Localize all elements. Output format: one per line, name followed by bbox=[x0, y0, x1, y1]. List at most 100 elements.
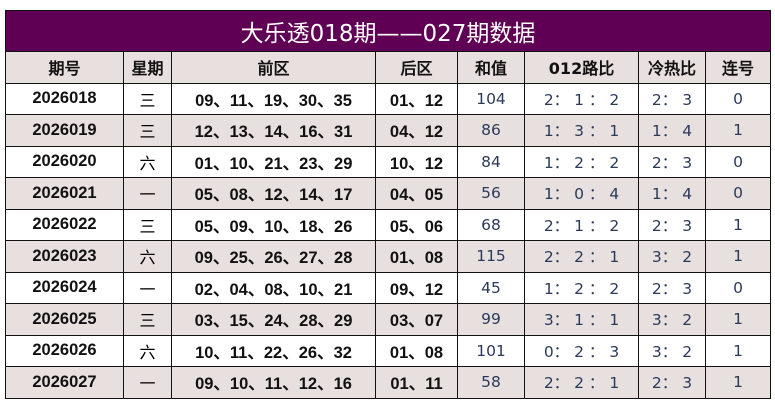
table-row: 2026024 一 02、04、08、10、21 09、12 45 1： 2 ： 2 2： … bbox=[5, 271, 772, 304]
cell-sum: 115 bbox=[457, 240, 525, 273]
cell-route-ratio: 2： 1 ： 2 bbox=[524, 82, 639, 115]
cell-issue: 2026023 bbox=[5, 240, 124, 273]
cell-issue: 2026019 bbox=[5, 114, 124, 147]
cell-route-ratio: 1： 0 ： 4 bbox=[524, 177, 639, 210]
cell-issue: 2026026 bbox=[5, 334, 124, 367]
cell-issue: 2026022 bbox=[5, 208, 124, 241]
cell-consecutive: 1 bbox=[704, 366, 772, 399]
cell-consecutive: 0 bbox=[704, 271, 772, 304]
cell-back-zone: 03、07 bbox=[375, 303, 458, 336]
cell-issue: 2026020 bbox=[5, 145, 124, 178]
cell-hot-cold-ratio: 2： 3 bbox=[638, 208, 706, 241]
table-row: 2026026 六 10、11、22、26、32 01、08 101 0： 2 ： 3 3：… bbox=[5, 334, 772, 367]
cell-back-zone: 01、08 bbox=[375, 240, 458, 273]
lottery-data-table-container: 大乐透018期——027期数据 期号 星期 前区 后区 和值 012路比 冷热比 连号 202… bbox=[4, 10, 772, 399]
cell-weekday: 三 bbox=[123, 208, 172, 241]
cell-weekday: 六 bbox=[123, 240, 172, 273]
cell-route-ratio: 2： 1 ： 2 bbox=[524, 208, 639, 241]
cell-hot-cold-ratio: 3： 2 bbox=[638, 334, 706, 367]
cell-sum: 45 bbox=[457, 271, 525, 304]
cell-hot-cold-ratio: 2： 3 bbox=[638, 366, 706, 399]
header-issue: 期号 bbox=[5, 51, 124, 84]
cell-weekday: 一 bbox=[123, 271, 172, 304]
cell-front-zone: 12、13、14、16、31 bbox=[171, 114, 376, 147]
cell-sum: 86 bbox=[457, 114, 525, 147]
cell-front-zone: 09、25、26、27、28 bbox=[171, 240, 376, 273]
cell-front-zone: 09、11、19、30、35 bbox=[171, 82, 376, 115]
header-weekday: 星期 bbox=[123, 51, 172, 84]
cell-front-zone: 05、09、10、18、26 bbox=[171, 208, 376, 241]
table-row: 2026018 三 09、11、19、30、35 01、12 104 2： 1 ： 2 2：… bbox=[5, 82, 772, 115]
header-front-zone: 前区 bbox=[171, 51, 376, 84]
cell-hot-cold-ratio: 1： 4 bbox=[638, 114, 706, 147]
cell-hot-cold-ratio: 3： 2 bbox=[638, 240, 706, 273]
cell-sum: 58 bbox=[457, 366, 525, 399]
cell-consecutive: 1 bbox=[704, 303, 772, 336]
cell-front-zone: 05、08、12、14、17 bbox=[171, 177, 376, 210]
cell-weekday: 六 bbox=[123, 334, 172, 367]
cell-issue: 2026025 bbox=[5, 303, 124, 336]
table-row: 2026020 六 01、10、21、23、29 10、12 84 1： 2 ： 2 2： … bbox=[5, 145, 772, 178]
cell-hot-cold-ratio: 2： 3 bbox=[638, 82, 706, 115]
cell-sum: 84 bbox=[457, 145, 525, 178]
cell-issue: 2026027 bbox=[5, 366, 124, 399]
cell-consecutive: 1 bbox=[704, 240, 772, 273]
cell-hot-cold-ratio: 3： 2 bbox=[638, 303, 706, 336]
header-sum: 和值 bbox=[457, 51, 525, 84]
cell-consecutive: 1 bbox=[704, 334, 772, 367]
cell-front-zone: 10、11、22、26、32 bbox=[171, 334, 376, 367]
cell-consecutive: 0 bbox=[704, 177, 772, 210]
cell-route-ratio: 1： 2 ： 2 bbox=[524, 145, 639, 178]
cell-back-zone: 10、12 bbox=[375, 145, 458, 178]
table-title: 大乐透018期——027期数据 bbox=[4, 10, 772, 52]
cell-hot-cold-ratio: 2： 3 bbox=[638, 271, 706, 304]
cell-consecutive: 0 bbox=[704, 145, 772, 178]
table-row: 2026027 一 09、10、11、12、16 01、11 58 2： 2 ： 1 2： … bbox=[5, 366, 772, 399]
cell-weekday: 三 bbox=[123, 114, 172, 147]
table-body: 2026018 三 09、11、19、30、35 01、12 104 2： 1 ： 2 2：… bbox=[5, 82, 772, 399]
cell-hot-cold-ratio: 1： 4 bbox=[638, 177, 706, 210]
cell-sum: 68 bbox=[457, 208, 525, 241]
cell-back-zone: 01、12 bbox=[375, 82, 458, 115]
cell-consecutive: 1 bbox=[704, 114, 772, 147]
cell-route-ratio: 0： 2 ： 3 bbox=[524, 334, 639, 367]
cell-back-zone: 05、06 bbox=[375, 208, 458, 241]
header-back-zone: 后区 bbox=[375, 51, 458, 84]
cell-consecutive: 0 bbox=[704, 82, 772, 115]
table-row: 2026019 三 12、13、14、16、31 04、12 86 1： 3 ： 1 1： … bbox=[5, 114, 772, 147]
cell-weekday: 一 bbox=[123, 366, 172, 399]
cell-front-zone: 03、15、24、28、29 bbox=[171, 303, 376, 336]
table-row: 2026022 三 05、09、10、18、26 05、06 68 2： 1 ： 2 2： … bbox=[5, 208, 772, 241]
lottery-data-table: 大乐透018期——027期数据 期号 星期 前区 后区 和值 012路比 冷热比 连号 202… bbox=[4, 10, 772, 399]
cell-back-zone: 01、11 bbox=[375, 366, 458, 399]
cell-sum: 104 bbox=[457, 82, 525, 115]
cell-issue: 2026021 bbox=[5, 177, 124, 210]
cell-sum: 101 bbox=[457, 334, 525, 367]
table-row: 2026023 六 09、25、26、27、28 01、08 115 2： 2 ： 1 3：… bbox=[5, 240, 772, 273]
cell-sum: 56 bbox=[457, 177, 525, 210]
cell-front-zone: 01、10、21、23、29 bbox=[171, 145, 376, 178]
cell-weekday: 三 bbox=[123, 303, 172, 336]
cell-consecutive: 1 bbox=[704, 208, 772, 241]
cell-route-ratio: 1： 3 ： 1 bbox=[524, 114, 639, 147]
cell-hot-cold-ratio: 2： 3 bbox=[638, 145, 706, 178]
cell-front-zone: 09、10、11、12、16 bbox=[171, 366, 376, 399]
cell-back-zone: 04、12 bbox=[375, 114, 458, 147]
table-row: 2026025 三 03、15、24、28、29 03、07 99 3： 1 ： 1 3： … bbox=[5, 303, 772, 336]
cell-weekday: 六 bbox=[123, 145, 172, 178]
header-consecutive: 连号 bbox=[704, 51, 772, 84]
cell-back-zone: 04、05 bbox=[375, 177, 458, 210]
cell-weekday: 三 bbox=[123, 82, 172, 115]
cell-route-ratio: 2： 2 ： 1 bbox=[524, 366, 639, 399]
header-route-ratio: 012路比 bbox=[524, 51, 639, 84]
cell-back-zone: 01、08 bbox=[375, 334, 458, 367]
cell-issue: 2026018 bbox=[5, 82, 124, 115]
header-hot-cold-ratio: 冷热比 bbox=[638, 51, 706, 84]
cell-sum: 99 bbox=[457, 303, 525, 336]
cell-route-ratio: 1： 2 ： 2 bbox=[524, 271, 639, 304]
header-row: 期号 星期 前区 后区 和值 012路比 冷热比 连号 bbox=[5, 51, 772, 84]
cell-route-ratio: 2： 2 ： 1 bbox=[524, 240, 639, 273]
cell-route-ratio: 3： 1 ： 1 bbox=[524, 303, 639, 336]
cell-back-zone: 09、12 bbox=[375, 271, 458, 304]
cell-front-zone: 02、04、08、10、21 bbox=[171, 271, 376, 304]
